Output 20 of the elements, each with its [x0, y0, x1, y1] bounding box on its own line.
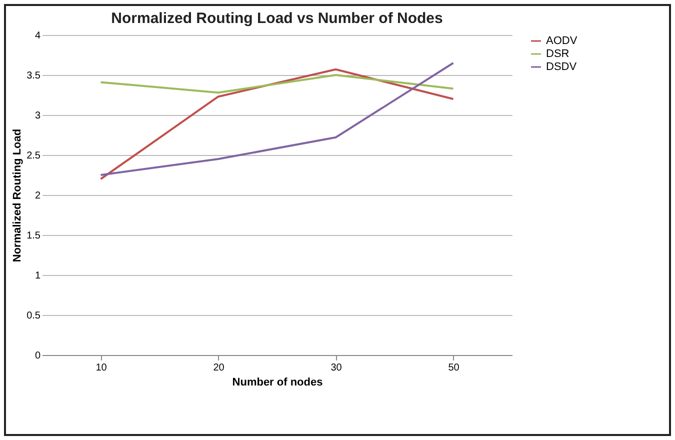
line-series: [100, 74, 454, 94]
y-tick-label: 3: [34, 110, 41, 122]
y-tick-label: 4: [34, 30, 41, 42]
legend-label: AODV: [546, 35, 578, 47]
x-tick-label: 20: [213, 362, 225, 374]
y-tick-label: 2: [34, 190, 41, 202]
y-tick-label: 1.5: [26, 230, 41, 242]
chart-title: Normalized Routing Load vs Number of Nodes: [111, 10, 443, 27]
x-tick-label: 30: [330, 362, 342, 374]
y-tick-label: 0.5: [26, 310, 41, 322]
y-tick-label: 2.5: [26, 150, 41, 162]
y-tick-label: 3.5: [26, 70, 41, 82]
x-axis-title: Number of nodes: [232, 376, 323, 388]
legend-label: DSR: [546, 48, 570, 60]
x-tick-label: 10: [96, 362, 108, 374]
y-tick-label: 1: [34, 270, 41, 282]
y-axis-title: Normalized Routing Load: [12, 128, 24, 262]
legend-label: DSDV: [546, 61, 578, 73]
x-tick-label: 50: [448, 362, 460, 374]
y-tick-label: 0: [34, 350, 41, 362]
